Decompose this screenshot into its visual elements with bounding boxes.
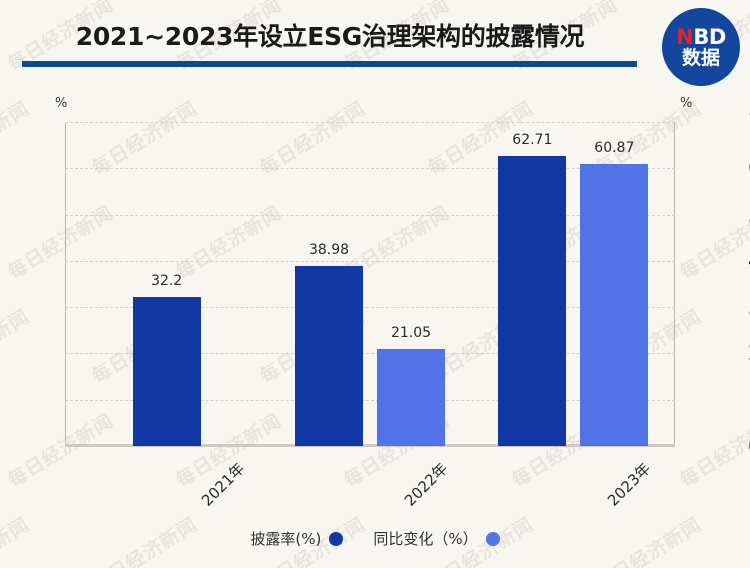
x-axis-line (65, 444, 675, 447)
gridline (65, 353, 675, 355)
chart-header: 2021~2023年设立ESG治理架构的披露情况 (0, 0, 750, 80)
legend-item-2[interactable]: 同比变化（%） (373, 528, 500, 549)
gridline (65, 307, 675, 309)
y-axis-right-tick-label: 30 (748, 297, 750, 318)
title-underline (22, 61, 637, 67)
bar-value-label: 32.2 (151, 272, 183, 289)
y-axis-right-tick-label: 60 (748, 158, 750, 179)
bar-2022年-同比变化（%）[interactable] (377, 348, 445, 446)
x-axis-tick-label: 2021年 (197, 459, 248, 510)
chart-legend: 披露率(%) 同比变化（%） (0, 528, 750, 549)
y-axis-right-tick-label: 50 (748, 204, 750, 226)
legend-swatch-circle-icon (329, 531, 344, 546)
page-title: 2021~2023年设立ESG治理架构的披露情况 (75, 22, 585, 51)
gridline (65, 168, 675, 170)
y-axis-right-tick-label: 10 (748, 389, 750, 411)
legend-label: 同比变化（%） (373, 530, 478, 548)
gridline (65, 214, 675, 216)
y-axis-left-line (65, 122, 66, 446)
bar-2023年-同比变化（%）[interactable] (580, 164, 649, 446)
x-axis-tick-label: 2023年 (604, 459, 655, 510)
nbd-logo-letters-bd: BD (693, 24, 726, 49)
bar-value-label: 62.71 (512, 131, 553, 148)
nbd-logo-letters: NBD (676, 26, 726, 48)
y-axis-right-tick-label: 70 (748, 112, 750, 133)
y-axis-right-line (674, 122, 675, 446)
gridline (65, 399, 675, 401)
gridline (65, 260, 675, 262)
y-axis-right-tick-label: 40 (748, 250, 750, 272)
bar-value-label: 60.87 (594, 140, 635, 157)
y-axis-right-unit: % (680, 96, 693, 111)
plot-inner: 32.2 38.98 21.05 62.71 60.87 (65, 122, 675, 447)
y-axis-right-tick-label: 20 (748, 343, 750, 364)
nbd-logo: NBD 数据 (662, 8, 740, 86)
nbd-logo-letter-n: N (676, 24, 694, 49)
legend-swatch-circle-icon (485, 531, 500, 546)
bar-2023年-披露率(%)[interactable] (498, 155, 567, 446)
y-axis-right-tick-label: 0 (748, 436, 750, 457)
bar-2021年-披露率(%)[interactable] (132, 296, 201, 446)
legend-item-1[interactable]: 披露率(%) (250, 528, 344, 549)
y-axis-left-unit: % (55, 96, 68, 111)
x-axis-tick-label: 2022年 (400, 459, 452, 510)
bar-2022年-披露率(%)[interactable] (295, 265, 363, 446)
legend-label: 披露率(%) (250, 530, 322, 548)
bar-value-label: 38.98 (308, 241, 350, 258)
bar-value-label: 21.05 (390, 324, 432, 341)
gridline (65, 122, 675, 123)
nbd-logo-subtitle: 数据 (681, 46, 720, 69)
